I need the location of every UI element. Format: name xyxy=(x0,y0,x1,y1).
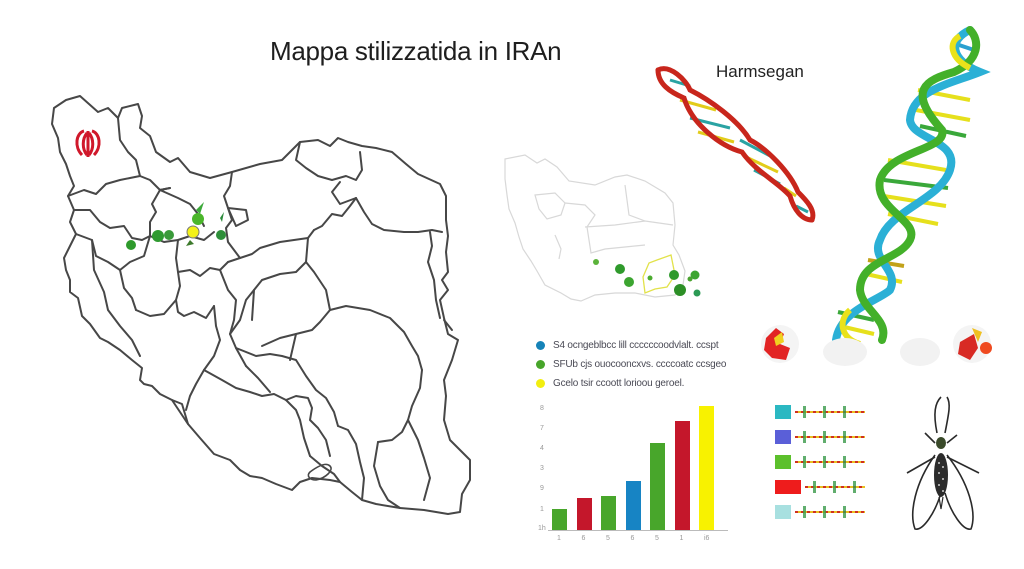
gene-band xyxy=(775,455,865,469)
chart-bar xyxy=(576,497,592,530)
y-tick: 7 xyxy=(540,425,544,432)
chart-bar xyxy=(699,405,714,530)
legend-item: Gcelo tsir ccoott lorioou geroel. xyxy=(536,374,726,393)
large-dna-helix-icon xyxy=(832,26,991,347)
mosquito-icon xyxy=(906,396,980,530)
chart-bar xyxy=(625,480,641,530)
legend-label: Gcelo tsir ccoott lorioou geroel. xyxy=(553,378,685,389)
chart-bar xyxy=(650,443,665,530)
x-tick: 1 xyxy=(557,535,561,542)
legend-dot-yellow xyxy=(536,379,545,388)
dna-helix-icon xyxy=(655,66,816,223)
chart-legend: S4 ocngeblbcc lill ccccccoodvlalt. ccspt… xyxy=(536,336,726,393)
secondary-iran-map xyxy=(504,154,701,302)
gene-bands-panel xyxy=(775,405,875,535)
legend-label: S4 ocngeblbcc lill ccccccoodvlalt. ccspt xyxy=(553,340,719,351)
map-data-points xyxy=(126,202,226,250)
x-ticks: 1 6 5 6 5 1 i6 xyxy=(552,535,732,545)
x-tick: 5 xyxy=(655,535,659,542)
y-tick: 4 xyxy=(540,445,544,452)
gene-band xyxy=(775,405,865,419)
gene-band xyxy=(775,430,865,444)
bars-container xyxy=(552,395,732,530)
legend-dot-green xyxy=(536,360,545,369)
legend-item: SFUb cjs ouocooncxvs. ccccoatc ccsgeo xyxy=(536,355,726,374)
cell-images-row xyxy=(761,325,992,366)
y-tick: 1 xyxy=(540,506,544,513)
x-tick: 6 xyxy=(581,535,586,542)
legend-dot-blue xyxy=(536,341,545,350)
chart-bar xyxy=(601,496,616,530)
y-tick: 3 xyxy=(540,465,544,472)
chart-bar xyxy=(552,509,567,530)
gene-band xyxy=(775,480,865,494)
y-tick: 1h xyxy=(538,525,546,532)
x-tick: 1 xyxy=(679,535,684,542)
legend-item: S4 ocngeblbcc lill ccccccoodvlalt. ccspt xyxy=(536,336,726,355)
x-tick: 6 xyxy=(630,535,635,542)
page-title: Mappa stilizzatida in IRAn xyxy=(270,36,562,66)
bar-chart: 8 7 4 3 9 1 1h 1 6 5 6 5 1 i6 xyxy=(530,395,730,545)
legend-label: SFUb cjs ouocooncxvs. ccccoatc ccsgeo xyxy=(553,359,727,370)
x-tick: 5 xyxy=(606,535,610,542)
dna-label: Harmsegan xyxy=(716,62,804,81)
y-tick: 9 xyxy=(540,485,544,492)
gene-band xyxy=(775,505,865,519)
iran-map xyxy=(51,95,471,515)
x-axis xyxy=(548,530,728,531)
x-tick: i6 xyxy=(704,535,710,542)
iran-emblem-icon xyxy=(75,129,101,157)
y-tick: 8 xyxy=(540,405,544,412)
chart-bar xyxy=(674,420,690,530)
